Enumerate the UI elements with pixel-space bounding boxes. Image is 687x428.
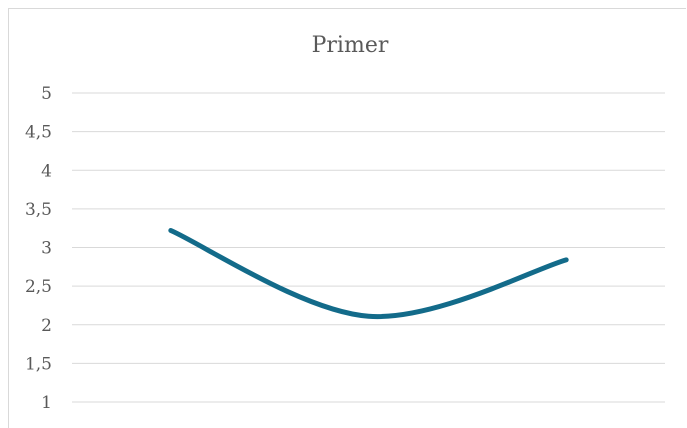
gridlines [72, 92, 665, 403]
y-tick-label: 1,5 [25, 354, 52, 374]
chart-title: Primer [312, 33, 389, 58]
y-tick-label: 1 [41, 393, 52, 413]
y-tick-label: 2,5 [25, 277, 52, 297]
y-tick-label: 3 [41, 239, 52, 259]
y-tick-label: 5 [41, 84, 52, 104]
y-tick-label: 4,5 [25, 123, 52, 143]
series-line [168, 228, 569, 320]
series-layer [168, 228, 569, 320]
y-axis-tick-labels: 1 1,5 2 2,5 3 3,5 4 4,5 5 [25, 84, 52, 413]
chart-area [8, 8, 686, 428]
y-tick-label: 2 [41, 316, 52, 336]
y-tick-label: 4 [41, 161, 52, 181]
y-tick-label: 3,5 [25, 200, 52, 220]
